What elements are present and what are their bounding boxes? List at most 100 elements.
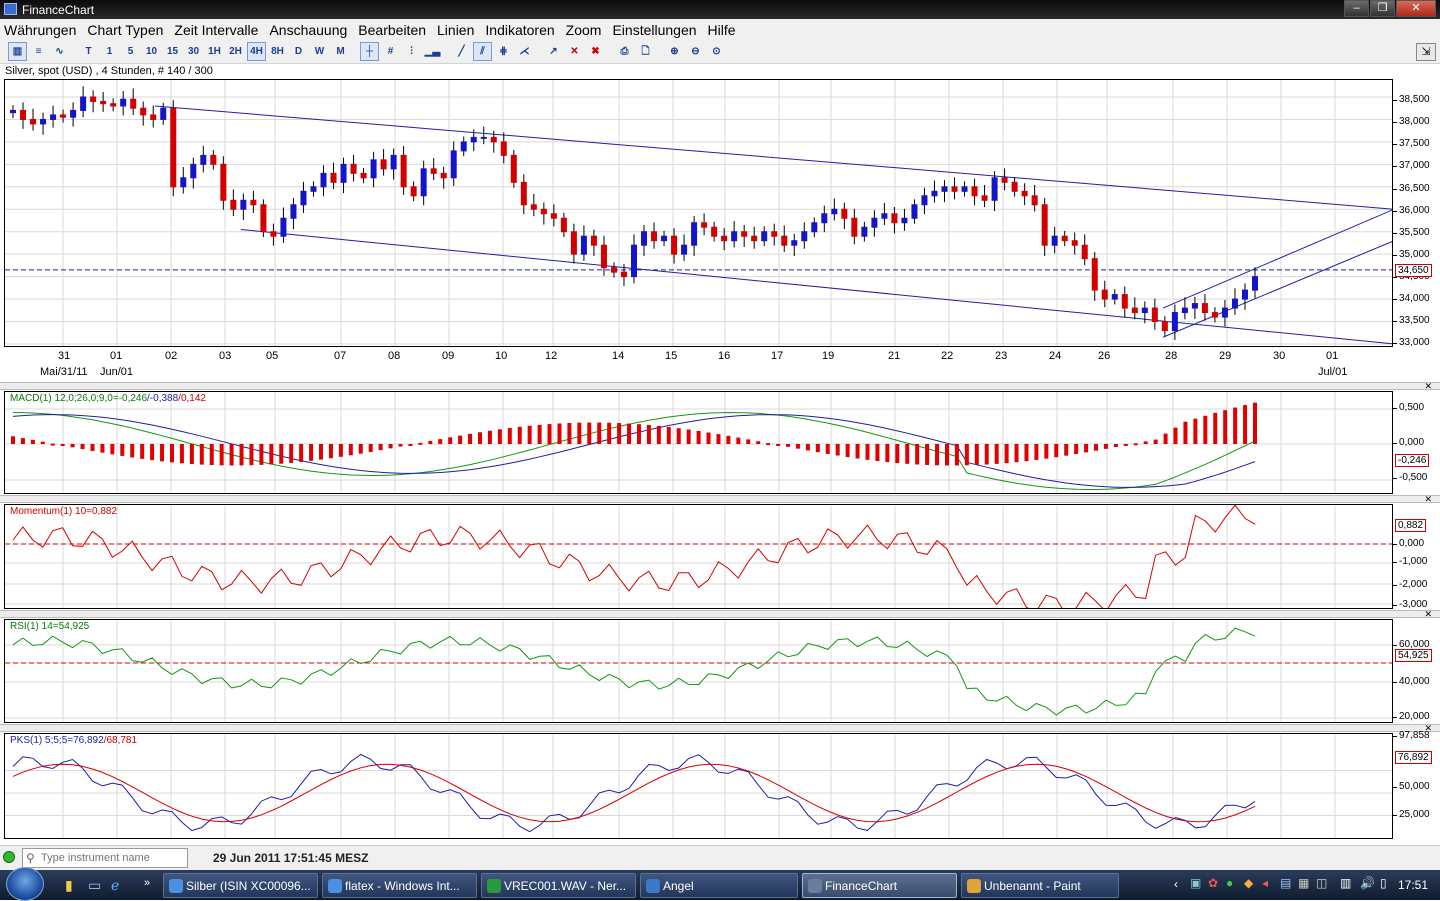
- interval-1h-button[interactable]: 1H: [208, 46, 221, 57]
- momentum-panel[interactable]: Momentum(1) 10=0,882: [4, 504, 1393, 609]
- interval-4h-button[interactable]: 4H: [247, 42, 266, 61]
- task-angel[interactable]: Angel: [640, 873, 798, 898]
- close-button[interactable]: ✕: [1396, 0, 1436, 17]
- clock[interactable]: 17:51: [1397, 878, 1428, 892]
- interval-t-button[interactable]: T: [85, 46, 92, 57]
- fibonacci-icon[interactable]: ⋕: [499, 46, 508, 57]
- menu-zeit-intervalle[interactable]: Zeit Intervalle: [174, 21, 259, 38]
- macd-histogram-bar: [209, 444, 214, 466]
- macd-histogram-bar: [1024, 444, 1029, 462]
- tray-app-icon[interactable]: ◫: [1316, 876, 1328, 890]
- close-panel-icon[interactable]: ✕: [1424, 494, 1432, 504]
- ie-icon[interactable]: ℯ: [111, 877, 120, 893]
- delete-all-icon[interactable]: ✖: [591, 46, 600, 57]
- menu-linien[interactable]: Linien: [437, 21, 475, 38]
- start-button[interactable]: [6, 867, 44, 901]
- pks-tick: 97,858: [1393, 730, 1430, 741]
- tray-app-icon[interactable]: ▦: [1298, 876, 1310, 890]
- macd-panel[interactable]: MACD(1) 12,0;26,0;9,0=-0,246/-0,388/0,14…: [4, 391, 1393, 494]
- tray-app-icon[interactable]: ●: [1226, 876, 1234, 890]
- task-paint[interactable]: Unbenannt - Paint: [961, 873, 1119, 898]
- menu-einstellungen[interactable]: Einstellungen: [612, 21, 697, 38]
- line-tool-icon[interactable]: ↗: [549, 46, 558, 57]
- tray-network-icon[interactable]: ▣: [1190, 876, 1202, 890]
- volume-tray-icon[interactable]: 🔊: [1360, 876, 1375, 890]
- chart-type-bar-icon[interactable]: ≡: [35, 46, 42, 57]
- close-panel-icon[interactable]: ✕: [1424, 723, 1432, 733]
- network-icon[interactable]: ▥: [1340, 876, 1352, 890]
- battery-icon[interactable]: ▯: [1380, 876, 1387, 890]
- macd-histogram-bar: [676, 428, 681, 444]
- candle-body: [1181, 307, 1188, 314]
- candle-body: [761, 231, 768, 242]
- menu-anschauung[interactable]: Anschauung: [269, 21, 348, 38]
- window-title-bar[interactable]: FinanceChart – ❐ ✕: [0, 0, 1440, 19]
- print-icon[interactable]: ⎙: [620, 46, 629, 57]
- menu-zoom[interactable]: Zoom: [565, 21, 602, 38]
- tray-app-icon[interactable]: ▤: [1280, 876, 1292, 890]
- macd-current-badge: -0,246: [1395, 454, 1430, 467]
- tray-app-icon[interactable]: ◂: [1262, 876, 1269, 890]
- menu-hilfe[interactable]: Hilfe: [707, 21, 736, 38]
- trendline-icon[interactable]: ╱: [458, 46, 465, 57]
- interval-m-button[interactable]: M: [336, 46, 345, 57]
- task-label: Angel: [663, 879, 694, 893]
- interval-w-button[interactable]: W: [314, 46, 325, 57]
- panel-splitter[interactable]: ✕: [0, 609, 1440, 619]
- menu-bearbeiten[interactable]: Bearbeiten: [358, 21, 427, 38]
- pks-panel[interactable]: PKS(1) 5;5;5=76,892/68,781: [4, 733, 1393, 839]
- interval-2h-button[interactable]: 2H: [229, 46, 242, 57]
- task-flatex[interactable]: flatex - Windows Int...: [322, 873, 477, 898]
- task-financechart[interactable]: FinanceChart: [802, 873, 957, 898]
- rsi-panel[interactable]: RSI(1) 14=54,925: [4, 619, 1393, 723]
- close-panel-icon[interactable]: ✕: [1424, 609, 1432, 619]
- close-panel-icon[interactable]: ✕: [1424, 381, 1432, 391]
- tray-expand-icon[interactable]: ‹: [1174, 877, 1178, 891]
- minimize-button[interactable]: –: [1344, 0, 1369, 17]
- panel-splitter[interactable]: ✕: [0, 381, 1440, 391]
- rsi-label: RSI(1) 14=54,925: [10, 621, 90, 632]
- instrument-search[interactable]: ⚲: [22, 848, 188, 868]
- candle-body: [781, 235, 788, 246]
- interval-30-button[interactable]: 30: [187, 46, 200, 57]
- volume-icon[interactable]: ⫶: [410, 46, 413, 57]
- histogram-icon[interactable]: ▁▃: [424, 46, 441, 57]
- interval-5-button[interactable]: 5: [127, 46, 134, 57]
- fan-icon[interactable]: ⋌: [519, 46, 530, 57]
- zoom-in-icon[interactable]: ⊕: [670, 46, 679, 57]
- crosshair-icon[interactable]: ┼: [360, 42, 379, 61]
- chart-type-line-icon[interactable]: ∿: [55, 46, 64, 57]
- menu-indikatoren[interactable]: Indikatoren: [485, 21, 555, 38]
- instrument-search-input[interactable]: [41, 851, 181, 865]
- time-axis: 31 01 02 03 05 07 08 09 10 12 14 15 16 1…: [4, 347, 1393, 381]
- interval-1-button[interactable]: 1: [106, 46, 113, 57]
- interval-10-button[interactable]: 10: [145, 46, 158, 57]
- quicklaunch-more-icon[interactable]: »: [144, 877, 151, 889]
- panel-splitter[interactable]: ✕: [0, 723, 1440, 733]
- maximize-button[interactable]: ❐: [1370, 0, 1395, 17]
- interval-15-button[interactable]: 15: [166, 46, 179, 57]
- menu-chart-typen[interactable]: Chart Typen: [87, 21, 164, 38]
- tray-app-icon[interactable]: ◆: [1244, 876, 1254, 890]
- price-panel[interactable]: [4, 79, 1393, 347]
- explorer-icon[interactable]: ▮: [65, 877, 73, 893]
- toolbar-pin-icon[interactable]: ⇲: [1416, 43, 1436, 61]
- interval-8h-button[interactable]: 8H: [271, 46, 284, 57]
- chart-type-candle-icon[interactable]: ▥: [8, 42, 27, 61]
- candle-body: [350, 163, 357, 174]
- desktop-icon[interactable]: ▭: [88, 877, 102, 893]
- x-tick: 05: [266, 350, 279, 362]
- tray-app-icon[interactable]: ✿: [1208, 876, 1219, 890]
- task-nero[interactable]: VREC001.WAV - Ner...: [481, 873, 636, 898]
- channel-icon[interactable]: ⫽: [473, 42, 492, 61]
- task-silber[interactable]: Silber (ISIN XC00096...: [163, 873, 318, 898]
- macd-histogram-bar: [110, 444, 115, 455]
- grid-icon[interactable]: #: [387, 46, 394, 57]
- delete-line-icon[interactable]: ✕: [570, 46, 579, 57]
- menu-waehrungen[interactable]: Währungen: [4, 21, 77, 38]
- zoom-out-icon[interactable]: ⊖: [691, 46, 700, 57]
- panel-splitter[interactable]: ✕: [0, 494, 1440, 504]
- interval-d-button[interactable]: D: [294, 46, 303, 57]
- print-preview-icon[interactable]: 🗋: [641, 46, 650, 57]
- zoom-reset-icon[interactable]: ⊙: [712, 46, 721, 57]
